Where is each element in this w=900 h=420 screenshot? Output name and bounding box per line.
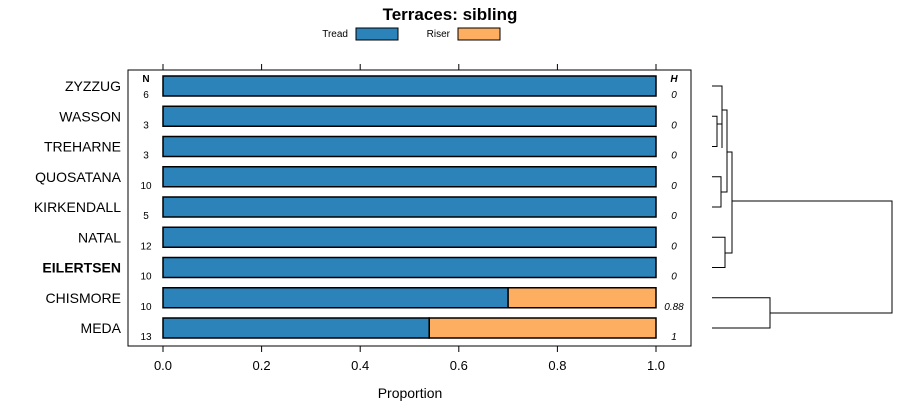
n-value-quosatana: 10 — [140, 181, 152, 192]
legend-swatch-riser — [457, 27, 501, 41]
dendrogram-branch — [725, 151, 733, 254]
x-tick-label: 0.4 — [351, 358, 369, 373]
bar-tread-quosatana — [162, 166, 657, 188]
n-value-natal: 12 — [140, 241, 152, 252]
legend-label-tread: Tread — [322, 29, 348, 40]
dendrogram-branch — [717, 123, 723, 148]
n-column-header: N — [142, 74, 149, 85]
bar-tread-meda — [162, 317, 430, 339]
legend-label-riser: Riser — [427, 29, 451, 40]
row-label-chismore: CHISMORE — [46, 290, 121, 306]
x-tick-label: 0.8 — [548, 358, 566, 373]
dendrogram-branch — [721, 109, 728, 193]
plot-frame — [127, 69, 692, 347]
bar-tread-natal — [162, 226, 657, 248]
n-value-zyzzug: 6 — [143, 90, 149, 101]
dendrogram-branch — [712, 236, 726, 268]
h-value-chismore: 0.88 — [664, 302, 684, 313]
legend-swatch-tread — [355, 27, 399, 41]
x-tick-label: 1.0 — [647, 358, 665, 373]
h-column-header: H — [670, 74, 678, 85]
row-label-treharne: TREHARNE — [44, 139, 121, 155]
h-value-quosatana: 0 — [671, 181, 677, 192]
h-value-treharne: 0 — [671, 151, 677, 162]
row-label-quosatana: QUOSATANA — [35, 169, 121, 185]
n-value-meda: 13 — [140, 332, 152, 343]
h-value-natal: 0 — [671, 241, 677, 252]
h-value-meda: 1 — [671, 332, 677, 343]
bar-riser-meda — [428, 317, 657, 339]
row-label-zyzzug: ZYZZUG — [65, 78, 121, 94]
n-value-chismore: 10 — [140, 302, 152, 313]
h-value-eilertsen: 0 — [671, 272, 677, 283]
row-label-eilertsen: EILERTSEN — [42, 260, 121, 276]
x-axis: 0.0 0.2 0.4 0.6 0.8 1.0 — [154, 64, 665, 373]
dendrogram-branch — [712, 297, 771, 329]
h-value-wasson: 0 — [671, 120, 677, 131]
row-label-natal: NATAL — [78, 229, 121, 245]
bar-tread-kirkendall — [162, 196, 657, 218]
x-tick-label: 0.2 — [253, 358, 271, 373]
legend: Tread Riser — [322, 27, 501, 41]
bar-tread-eilertsen — [162, 256, 657, 279]
bar-riser-chismore — [507, 287, 657, 309]
dendrogram — [712, 85, 893, 329]
dendrogram-branch — [712, 176, 722, 208]
n-value-wasson: 3 — [143, 120, 149, 131]
dendrogram-branch — [732, 200, 893, 314]
n-value-treharne: 3 — [143, 151, 149, 162]
h-value-zyzzug: 0 — [671, 90, 677, 101]
row-label-kirkendall: KIRKENDALL — [34, 199, 121, 215]
x-tick-label: 0.0 — [154, 358, 172, 373]
bar-tread-chismore — [162, 287, 509, 309]
bar-tread-wasson — [162, 105, 657, 127]
x-tick-label: 0.6 — [450, 358, 468, 373]
chart-title: Terraces: sibling — [383, 5, 518, 24]
row-label-wasson: WASSON — [59, 108, 121, 124]
h-value-kirkendall: 0 — [671, 211, 677, 222]
bar-tread-treharne — [162, 135, 657, 158]
bar-tread-zyzzug — [162, 75, 657, 97]
n-value-eilertsen: 10 — [140, 272, 152, 283]
x-axis-title: Proportion — [378, 385, 443, 401]
dendrogram-branch — [712, 115, 718, 147]
row-label-meda: MEDA — [81, 320, 122, 336]
n-value-kirkendall: 5 — [143, 211, 149, 222]
